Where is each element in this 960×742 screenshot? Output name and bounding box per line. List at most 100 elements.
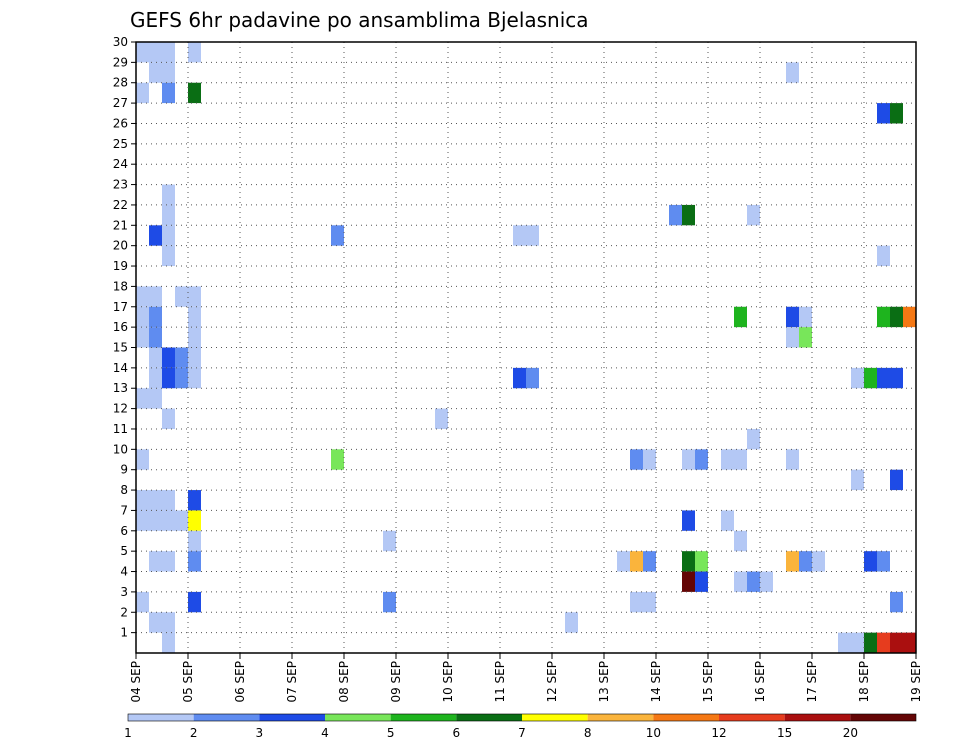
heatmap-cell — [734, 306, 747, 328]
x-tick-label: 15 SEP — [701, 661, 715, 703]
heatmap-cell — [526, 225, 539, 246]
colorbar-label: 3 — [256, 726, 264, 740]
x-tick-label: 11 SEP — [493, 661, 507, 703]
heatmap-cell — [786, 327, 799, 348]
heatmap-cell — [162, 632, 175, 653]
heatmap-cell — [786, 306, 799, 328]
heatmap-cell — [734, 449, 747, 470]
heatmap-cell — [877, 245, 890, 267]
y-tick-label: 28 — [113, 76, 128, 90]
heatmap-cell — [149, 42, 162, 63]
heatmap-cell — [786, 449, 799, 470]
heatmap-cell — [890, 469, 903, 491]
heatmap-cell — [877, 632, 890, 653]
heatmap-cell — [682, 551, 695, 572]
colorbar-swatch — [587, 714, 654, 721]
x-tick-label: 07 SEP — [285, 661, 299, 703]
heatmap-cell — [188, 42, 201, 63]
y-tick-label: 26 — [113, 116, 128, 130]
heatmap-cell — [331, 225, 344, 246]
heatmap-cell — [136, 449, 149, 470]
y-tick-label: 23 — [113, 178, 128, 192]
heatmap-cell — [136, 306, 149, 328]
x-tick-label: 08 SEP — [337, 661, 351, 703]
y-tick-label: 8 — [120, 483, 128, 497]
x-axis-ticks: 04 SEP 05 SEP 06 SEP 07 SEP 08 SEP 09 SEP 10 S… — [129, 653, 923, 703]
heatmap-cell — [747, 204, 760, 226]
y-tick-label: 29 — [113, 55, 128, 69]
heatmap-cell — [149, 62, 162, 83]
heatmap-cell — [643, 591, 656, 613]
heatmap-cell — [812, 551, 825, 572]
heatmap-cell — [851, 632, 864, 653]
y-tick-label: 17 — [113, 300, 128, 314]
y-tick-label: 10 — [113, 442, 128, 456]
chart-title: GEFS 6hr padavine po ansamblima Bjelasni… — [130, 8, 589, 32]
heatmap-cell — [162, 204, 175, 226]
heatmap-cell — [149, 551, 162, 572]
heatmap-cell — [162, 612, 175, 633]
heatmap-cell — [617, 551, 630, 572]
heatmap-cell — [799, 551, 812, 572]
y-tick-label: 7 — [120, 503, 128, 517]
y-tick-label: 21 — [113, 218, 128, 232]
heatmap-cell — [682, 204, 695, 226]
heatmap-cell — [513, 367, 526, 389]
y-tick-label: 2 — [120, 605, 128, 619]
heatmap-cell — [643, 449, 656, 470]
colorbar-swatch — [653, 714, 719, 721]
heatmap-cell — [877, 306, 890, 328]
heatmap-cell — [890, 591, 903, 613]
colorbar-swatch — [719, 714, 785, 721]
heatmap-cell — [188, 286, 201, 307]
y-tick-label: 6 — [120, 524, 128, 538]
heatmap-cell — [175, 286, 188, 307]
heatmap-cell — [188, 306, 201, 328]
x-tick-label: 19 SEP — [909, 661, 923, 703]
heatmap-cell — [630, 449, 643, 470]
colorbar-label: 20 — [843, 726, 858, 740]
heatmap-cell — [890, 632, 903, 653]
heatmap-cell — [188, 490, 201, 511]
colorbar-swatch — [456, 714, 522, 721]
heatmap-cell — [877, 551, 890, 572]
heatmap-cell — [864, 367, 877, 389]
heatmap-cell — [526, 367, 539, 389]
heatmap-cell — [786, 551, 799, 572]
x-tick-label: 16 SEP — [753, 661, 767, 703]
y-tick-label: 16 — [113, 320, 128, 334]
y-tick-label: 22 — [113, 198, 128, 212]
heatmap-cell — [162, 82, 175, 104]
colorbar-swatch — [784, 714, 851, 721]
colorbar-label: 12 — [711, 726, 726, 740]
y-axis-ticks: 1234567891011121314151617181920212223242… — [113, 35, 136, 640]
colorbar-frame — [127, 713, 917, 722]
colorbar-swatch — [259, 714, 325, 721]
colorbar-swatch — [128, 714, 194, 721]
y-tick-label: 30 — [113, 35, 128, 49]
heatmap-cell — [721, 510, 734, 531]
heatmap-cell — [162, 551, 175, 572]
colorbar-label: 6 — [453, 726, 461, 740]
heatmap-cell — [149, 367, 162, 389]
heatmap-cell — [162, 490, 175, 511]
colorbar-label: 15 — [777, 726, 792, 740]
heatmap-cell — [877, 103, 890, 124]
x-tick-label: 06 SEP — [233, 661, 247, 703]
heatmap-cell — [188, 82, 201, 104]
heatmap-cell — [188, 530, 201, 552]
heatmap-cell — [136, 42, 149, 63]
y-tick-label: 11 — [113, 422, 128, 436]
x-tick-label: 04 SEP — [129, 661, 143, 703]
colorbar-swatch — [522, 714, 588, 721]
y-tick-label: 18 — [113, 279, 128, 293]
heatmap-cell — [669, 204, 682, 226]
colorbar-label: 2 — [190, 726, 198, 740]
x-tick-label: 18 SEP — [857, 661, 871, 703]
colorbar-swatch — [325, 714, 391, 721]
heatmap-cell — [695, 571, 708, 592]
heatmap-cell — [890, 306, 903, 328]
heatmap-cell — [630, 591, 643, 613]
heatmap-cell — [149, 510, 162, 531]
